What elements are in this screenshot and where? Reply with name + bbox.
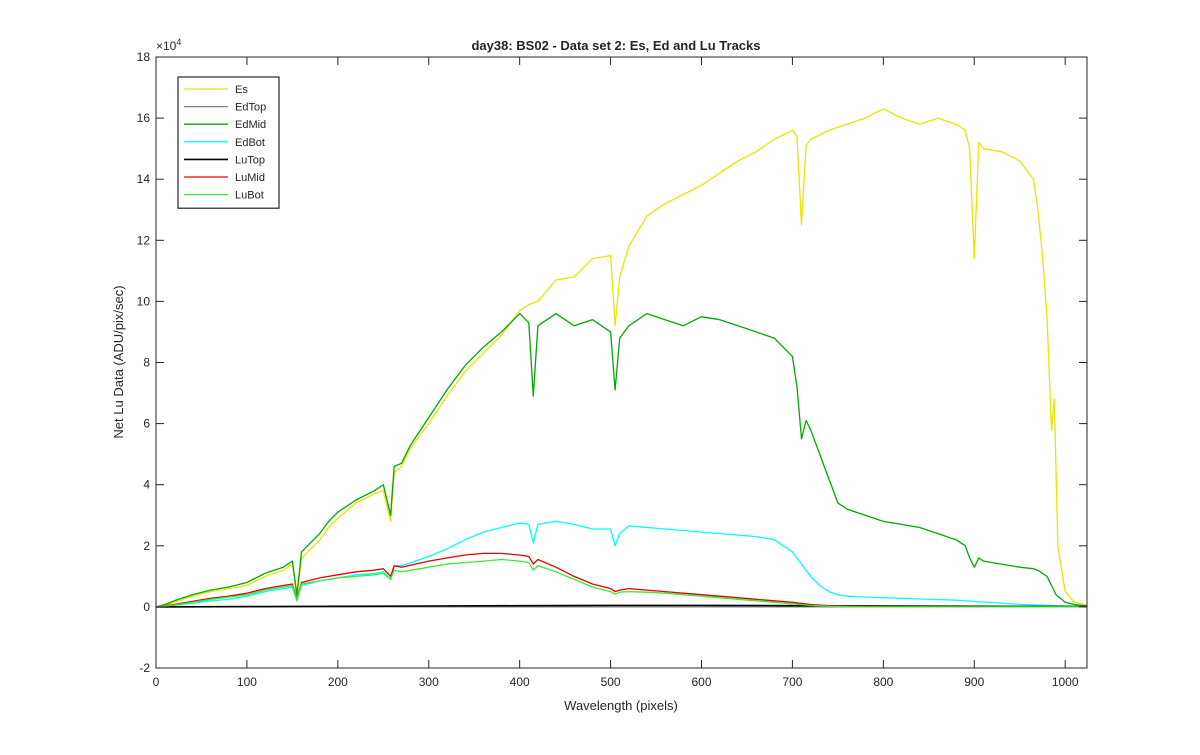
y-tick-label: 8	[143, 356, 150, 370]
x-tick-label: 1000	[1052, 675, 1079, 689]
x-axis: 0 100 200 300 400 500 600 700 800 900 1000	[153, 57, 1079, 689]
legend-label-lutop: LuTop	[235, 154, 265, 166]
plot-area	[156, 57, 1087, 668]
x-tick-label: 800	[873, 675, 893, 689]
y-tick-label: 12	[137, 233, 151, 247]
series-line-es	[156, 108, 1087, 608]
x-axis-label: Wavelength (pixels)	[564, 698, 678, 713]
y-tick-label: 18	[137, 50, 151, 64]
x-tick-label: 300	[419, 675, 439, 689]
y-exponent-base: ×10	[156, 39, 177, 53]
y-axis: -2 0 2 4 6 8 10 12 14 16 18	[137, 50, 1087, 675]
y-tick-label: 14	[137, 172, 151, 186]
legend-label-edbot: EdBot	[235, 137, 265, 149]
y-tick-label: 6	[143, 417, 150, 431]
x-tick-label: 600	[691, 675, 711, 689]
y-tick-label: 10	[137, 294, 151, 308]
x-tick-label: 900	[964, 675, 984, 689]
y-tick-label: 0	[143, 600, 150, 614]
legend-label-edtop: EdTop	[235, 102, 266, 114]
x-tick-label: 700	[782, 675, 802, 689]
y-axis-label: Net Lu Data (ADU/pix/sec)	[111, 285, 126, 438]
x-tick-label: 0	[153, 675, 160, 689]
legend-label-es: Es	[235, 84, 248, 96]
plot-frame	[155, 56, 1088, 669]
legend-label-lubot: LuBot	[235, 190, 264, 202]
legend: Es EdTop EdMid EdBot LuTop LuMid LuBot	[177, 76, 280, 209]
legend-label-lumid: LuMid	[235, 172, 265, 184]
y-exponent-power: 4	[176, 37, 181, 47]
series-line-lubot	[156, 558, 1087, 608]
series-layer	[156, 108, 1087, 608]
y-tick-label: -2	[139, 661, 150, 675]
x-tick-label: 500	[601, 675, 621, 689]
y-exponent-label: ×104	[156, 37, 181, 53]
series-line-lutop	[156, 604, 1087, 608]
x-tick-label: 400	[510, 675, 530, 689]
x-tick-label: 200	[328, 675, 348, 689]
y-tick-label: 16	[137, 111, 151, 125]
y-tick-label: 2	[143, 539, 150, 553]
legend-label-edmid: EdMid	[235, 119, 266, 131]
series-line-edbot	[156, 520, 1087, 608]
y-tick-label: 4	[143, 478, 150, 492]
series-line-edmid	[156, 312, 1087, 608]
x-tick-label: 100	[237, 675, 257, 689]
legend-box	[177, 76, 280, 209]
chart-title: day38: BS02 - Data set 2: Es, Ed and Lu …	[471, 38, 760, 53]
